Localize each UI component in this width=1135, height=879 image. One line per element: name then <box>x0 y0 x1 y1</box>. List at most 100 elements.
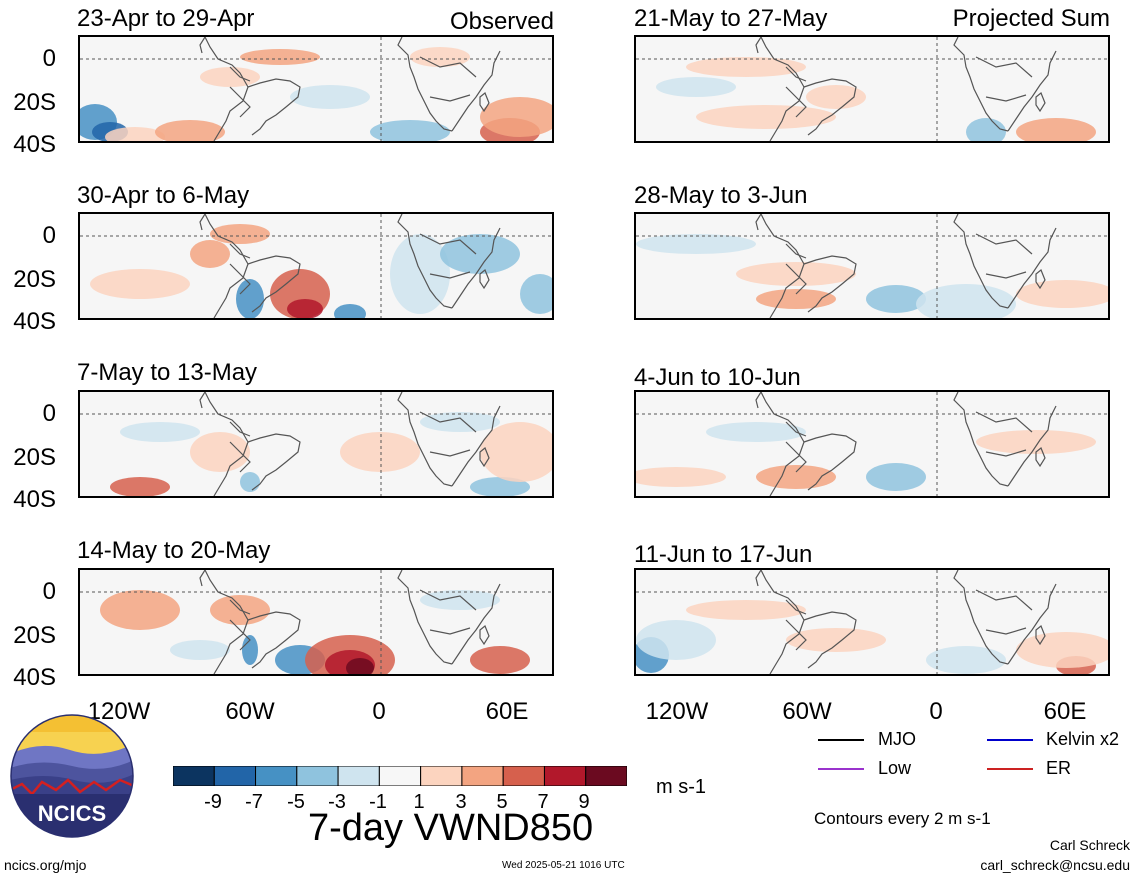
colorbar-segment <box>337 766 380 786</box>
map-panel-7 <box>634 390 1110 498</box>
coastline <box>479 625 490 646</box>
y-tick: 0 <box>42 222 56 249</box>
anomaly-area <box>346 658 374 674</box>
coastline <box>1035 269 1046 290</box>
coastline <box>479 92 490 113</box>
coastline <box>1007 405 1057 487</box>
colorbar-segment <box>543 766 587 786</box>
map-panel-8 <box>634 568 1110 676</box>
coastline <box>397 37 453 132</box>
x-tick: 120W <box>645 698 709 725</box>
panel-title-3: 7-May to 13-May <box>77 359 258 386</box>
coastline <box>229 599 251 615</box>
coastline <box>803 433 857 491</box>
anomaly-area <box>636 234 756 254</box>
x-tick: 0 <box>372 698 386 725</box>
coastline <box>479 269 490 290</box>
anomaly-area <box>636 620 716 660</box>
coastline <box>199 37 206 54</box>
y-tick: 40S <box>13 664 56 691</box>
y-tick: 0 <box>42 45 56 72</box>
coastline <box>1035 625 1046 646</box>
colorbar-segment <box>461 766 504 786</box>
anomaly-area <box>240 49 320 65</box>
anomaly-area <box>287 299 323 318</box>
colorbar-tick: 3 <box>455 791 467 813</box>
coastline <box>985 94 1027 102</box>
coastline <box>755 392 762 409</box>
observed-label: Observed <box>449 8 554 35</box>
coastline <box>785 421 807 437</box>
map-panel-6 <box>634 212 1110 320</box>
anomaly-area <box>210 224 270 244</box>
legend-swatch-kelvin <box>987 739 1033 741</box>
ncics-logo: NCICS <box>10 714 134 838</box>
coastline <box>429 94 471 102</box>
map-panel-5 <box>634 35 1110 143</box>
anomaly-area <box>390 234 450 314</box>
coastline <box>755 214 762 231</box>
colorbar-segment <box>173 766 215 786</box>
coastline <box>247 255 301 313</box>
coastline <box>785 599 807 615</box>
coastline <box>229 66 251 82</box>
y-tick: 40S <box>13 486 56 513</box>
colorbar-segment <box>585 766 627 786</box>
coastline <box>247 611 301 669</box>
anomaly-area <box>696 105 836 129</box>
anomaly-area <box>190 432 250 472</box>
anomaly-area <box>420 590 500 610</box>
panel-title-1: 23-Apr to 29-Apr <box>77 5 255 32</box>
y-tick: 20S <box>13 266 56 293</box>
coastline <box>1007 583 1057 665</box>
anomaly-area <box>1016 118 1096 141</box>
coastline <box>975 56 1033 78</box>
anomaly-area <box>966 118 1006 141</box>
coastline <box>451 50 501 132</box>
panel-title-6: 28-May to 3-Jun <box>634 182 808 209</box>
anomaly-area <box>756 289 836 309</box>
coastline <box>451 583 501 665</box>
contours-note: Contours every 2 m s-1 <box>814 809 991 828</box>
coastline <box>803 255 857 313</box>
y-tick: 20S <box>13 444 56 471</box>
coastline <box>199 570 206 587</box>
coastline <box>229 619 251 651</box>
coastline <box>419 589 477 611</box>
anomaly-area <box>110 477 170 496</box>
legend-swatch-mjo <box>818 739 864 741</box>
colorbar-segment <box>378 766 422 786</box>
map-panel-4 <box>78 568 554 676</box>
author-email: carl_schreck@ncsu.edu <box>980 857 1130 873</box>
colorbar-unit: m s-1 <box>656 776 706 798</box>
coastline <box>953 570 1009 665</box>
coastline <box>429 627 471 635</box>
anomaly-area <box>976 430 1096 454</box>
coastline <box>760 570 805 674</box>
map-panel-2 <box>78 212 554 320</box>
y-tick: 40S <box>13 131 56 158</box>
colorbar-segment <box>296 766 339 786</box>
colorbar-tick: -9 <box>204 791 222 813</box>
anomaly-area <box>370 120 450 141</box>
coastline <box>803 78 857 136</box>
colorbar-tick: -3 <box>328 791 346 813</box>
anomaly-area <box>105 127 165 141</box>
coastline <box>785 66 807 82</box>
panel-title-8: 11-Jun to 17-Jun <box>634 541 813 568</box>
anomaly-area <box>340 432 420 472</box>
map-panel-1 <box>78 35 554 143</box>
coastline <box>803 611 857 669</box>
anomaly-area <box>480 97 552 137</box>
anomaly-area <box>290 85 370 109</box>
anomaly-area <box>100 590 180 630</box>
anomaly-area <box>200 67 260 87</box>
anomaly-area <box>420 412 500 432</box>
anomaly-area <box>440 234 520 274</box>
logo-text: NCICS <box>38 801 106 826</box>
coastline <box>397 392 453 487</box>
website-link[interactable]: ncics.org/mjo <box>4 857 87 873</box>
legend-swatch-low <box>818 768 864 770</box>
coastline <box>785 243 807 259</box>
x-tick: 60E <box>485 698 529 725</box>
